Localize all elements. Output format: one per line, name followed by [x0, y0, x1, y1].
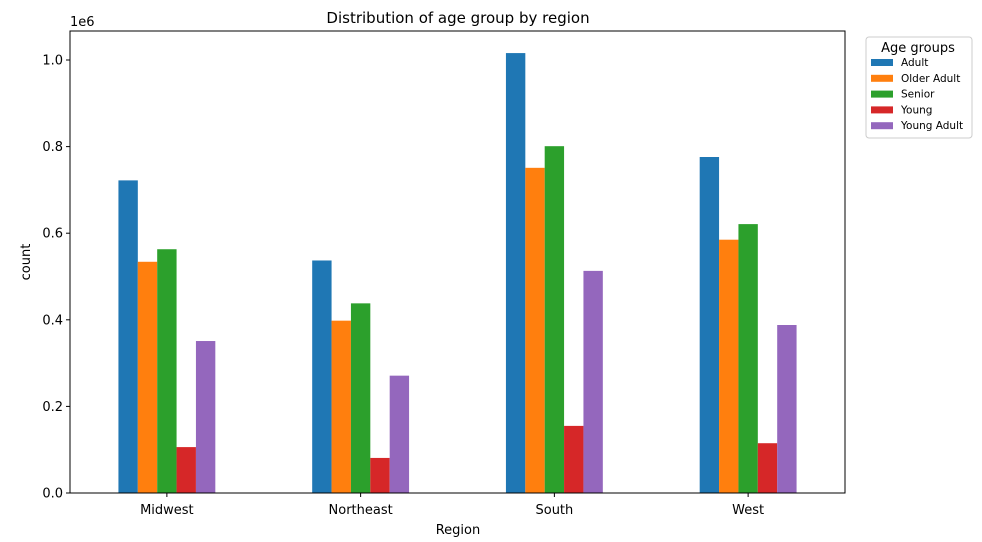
x-axis-label: Region: [436, 523, 481, 538]
y-tick-label: 0.4: [42, 313, 63, 328]
bar-adult-midwest: [118, 180, 138, 493]
y-offset-label: 1e6: [70, 15, 95, 30]
bar-young-northeast: [370, 457, 390, 493]
bar-adult-northeast: [312, 260, 332, 493]
bar-group: [118, 53, 797, 494]
x-tick-label: Midwest: [140, 503, 194, 518]
bar-young-adult-midwest: [195, 341, 216, 493]
y-axis: 0.0 0.2 0.4 0.6 0.8 1.0: [42, 54, 70, 502]
bar-young-midwest: [176, 447, 196, 493]
y-tick-label: 0.0: [42, 487, 63, 502]
legend-swatch: [871, 106, 893, 114]
plot-frame: [69, 30, 846, 494]
y-tick-label: 1.0: [42, 54, 63, 69]
x-tick-label: West: [732, 503, 764, 518]
legend-label: Senior: [901, 89, 935, 101]
bar-young-adult-south: [583, 270, 603, 493]
bar-older-adult-south: [525, 167, 545, 493]
legend-title: Age groups: [881, 41, 955, 56]
legend-items: Adult Older Adult Senior Young Young Adult: [871, 57, 963, 132]
bar-senior-northeast: [350, 303, 371, 493]
bar-young-west: [757, 443, 778, 493]
legend-label: Young Adult: [900, 120, 963, 132]
legend-swatch: [871, 90, 893, 98]
bar-older-adult-midwest: [137, 261, 158, 493]
bar-senior-midwest: [157, 249, 177, 493]
legend-swatch: [871, 74, 893, 82]
bar-adult-south: [505, 53, 526, 493]
chart-title: Distribution of age group by region: [326, 9, 589, 27]
x-tick-label: Northeast: [329, 503, 393, 518]
bar-senior-south: [544, 146, 565, 493]
y-tick-label: 0.8: [42, 140, 63, 155]
bar-young-adult-northeast: [389, 375, 410, 493]
legend-label: Adult: [901, 57, 928, 69]
y-tick-label: 0.2: [42, 400, 63, 415]
legend-swatch: [871, 59, 893, 66]
x-tick-label: South: [535, 503, 573, 518]
bar-senior-west: [738, 224, 758, 494]
bar-older-adult-west: [719, 239, 739, 493]
bar-young-south: [564, 425, 584, 493]
y-axis-label: count: [19, 244, 34, 281]
legend-swatch: [871, 122, 893, 130]
x-axis: Midwest Northeast South West: [140, 493, 764, 518]
legend-label: Young: [900, 104, 932, 116]
bar-adult-west: [699, 157, 720, 493]
bar-young-adult-west: [777, 325, 797, 493]
legend: Age groups Adult Older Adult Senior Young Yo…: [865, 36, 973, 139]
bar-older-adult-northeast: [331, 320, 351, 493]
legend-label: Older Adult: [901, 73, 960, 85]
y-tick-label: 0.6: [42, 227, 63, 242]
